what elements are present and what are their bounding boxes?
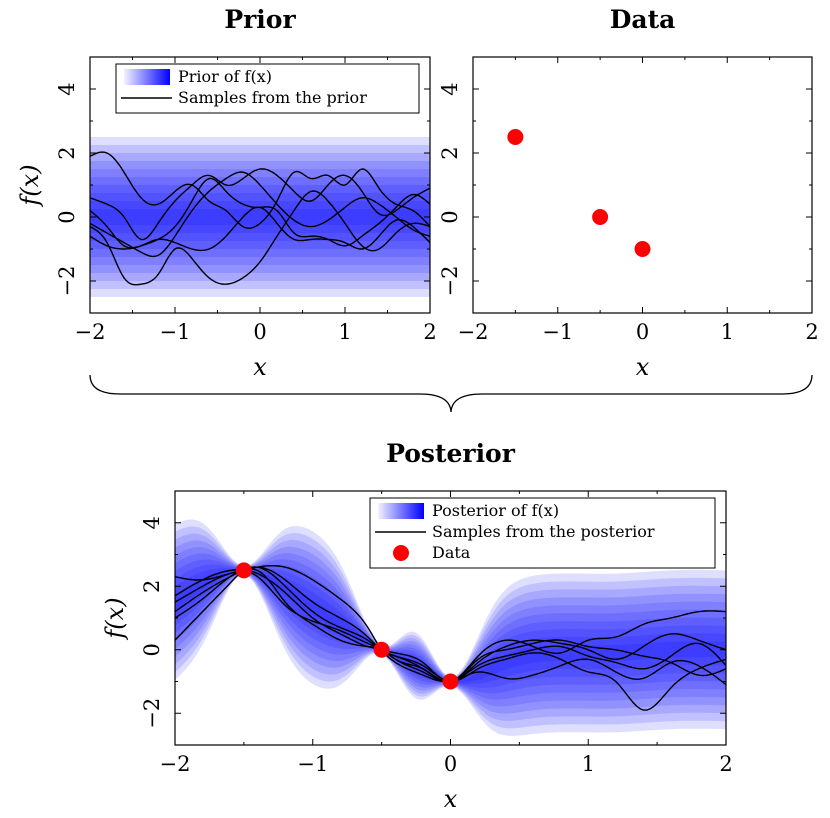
plot-background (473, 57, 812, 313)
y-tick-label: 0 (438, 210, 462, 223)
posterior-band-layer (175, 553, 726, 700)
prior-panel: −2 −1 0 1 2 −2 0 2 4 x f(x) Prior Prior of f(x) Sampl… (16, 5, 437, 381)
x-tick-label: −1 (542, 320, 573, 344)
posterior-band-layer (175, 564, 726, 688)
y-tick-label: 4 (438, 82, 462, 95)
legend-label: Samples from the posterior (432, 522, 655, 541)
prior-sample-line-6 (90, 206, 430, 252)
posterior-band-layer (175, 540, 726, 714)
y-tick-label: 4 (55, 82, 79, 95)
posterior-band-layer (175, 568, 726, 684)
posterior-band-layer (175, 526, 726, 729)
y-tick-label: 2 (55, 146, 79, 159)
axes-frame (89, 56, 431, 314)
data-point (442, 673, 459, 690)
data-point (592, 209, 609, 225)
data-point (235, 562, 252, 579)
chart-title: Data (610, 5, 676, 34)
prior-band-layer (90, 169, 430, 265)
x-tick-label: 1 (338, 320, 351, 344)
posterior-band-layer (175, 547, 726, 707)
prior-sample-line-1 (90, 151, 430, 229)
chart-title: Posterior (386, 439, 516, 468)
posterior-legend: Posterior of f(x) Samples from the poster… (369, 497, 716, 569)
prior-sample-line-2 (90, 168, 430, 241)
x-tick-label: 0 (444, 752, 457, 776)
legend-label: Samples from the prior (178, 88, 367, 107)
x-axis-label: x (253, 353, 267, 381)
posterior-panel: −2 −1 0 1 2 −2 0 2 4 x f(x) Posterior Posterior of f… (101, 439, 733, 813)
axes-frame (174, 490, 727, 746)
x-tick-label: −1 (160, 320, 191, 344)
prior-sample-line-4 (90, 171, 430, 258)
x-axis-label: x (444, 785, 458, 813)
prior-band-layer (90, 137, 430, 297)
prior-band-layer (90, 145, 430, 289)
x-tick-label: 1 (582, 752, 595, 776)
x-tick-label: 2 (423, 320, 436, 344)
data-point (507, 129, 524, 145)
brace (89, 374, 813, 413)
posterior-band-layer (175, 519, 726, 736)
x-tick-label: −2 (160, 752, 191, 776)
y-tick-label: 2 (438, 146, 462, 159)
legend-box (369, 497, 716, 569)
x-tick-label: −1 (297, 752, 328, 776)
legend-label: Data (432, 543, 471, 562)
x-tick-label: 2 (805, 320, 818, 344)
x-tick-label: 0 (253, 320, 266, 344)
prior-legend: Prior of f(x) Samples from the prior (115, 63, 420, 114)
legend-swatch-band (124, 69, 170, 85)
prior-plot-area (90, 57, 430, 313)
x-tick-label: 1 (721, 320, 734, 344)
posterior-band-layer (175, 569, 726, 683)
prior-band-layer (90, 161, 430, 273)
y-tick-label: 0 (140, 643, 164, 656)
data-plot-area (473, 57, 812, 313)
data-panel: −2 −1 0 1 2 −2 0 2 4 x Data (438, 5, 819, 381)
y-tick-label: 4 (140, 516, 164, 529)
legend-swatch-band (378, 503, 424, 519)
data-point (634, 241, 651, 257)
y-axis-label: f(x) (101, 597, 129, 640)
legend-label: Posterior of f(x) (432, 501, 559, 520)
y-tick-label: −2 (438, 266, 462, 297)
x-tick-label: 2 (719, 752, 732, 776)
x-tick-label: 0 (636, 320, 649, 344)
prior-band-layer (90, 201, 430, 233)
prior-band-layer (90, 193, 430, 241)
legend-swatch-point (393, 545, 409, 561)
chart-title: Prior (224, 5, 296, 34)
data-point (373, 641, 390, 658)
axes-frame (472, 56, 813, 314)
y-tick-label: −2 (55, 266, 79, 297)
legend-label: Prior of f(x) (178, 67, 272, 86)
prior-band-layer (90, 209, 430, 225)
x-tick-label: −2 (75, 320, 106, 344)
y-tick-label: 2 (140, 580, 164, 593)
x-axis-label: x (636, 353, 650, 381)
y-tick-label: −2 (140, 698, 164, 729)
prior-sample-line-3 (90, 190, 430, 286)
y-axis-label: f(x) (16, 164, 44, 207)
y-tick-label: 0 (55, 210, 79, 223)
x-tick-label: −2 (458, 320, 489, 344)
